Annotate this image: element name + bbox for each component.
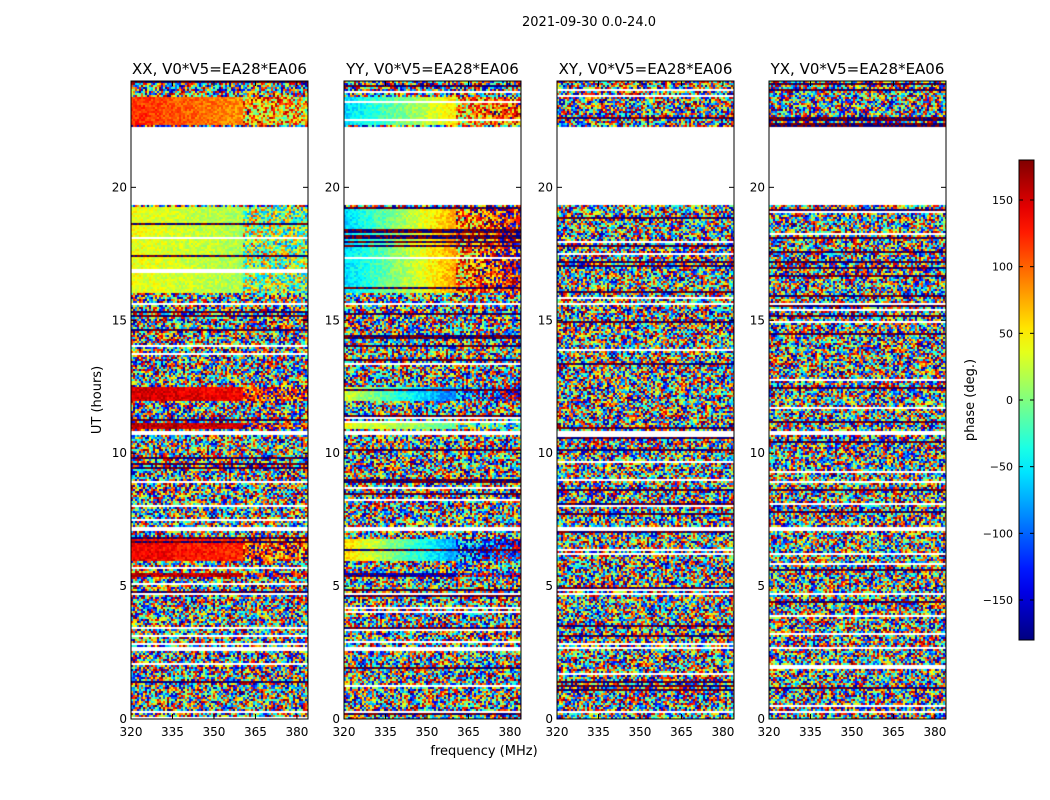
panel-2: XY, V0*V5=EA28*EA06 320 335 350 365 380 0 5 10 15… (538, 60, 735, 739)
panel-title: XX, V0*V5=EA28*EA06 (132, 60, 307, 78)
x-tick-label: 380 (498, 725, 521, 739)
panel-1: YY, V0*V5=EA28*EA06 320 335 350 365 380 0 5 10 15… (325, 60, 522, 739)
y-tick-label: 10 (750, 446, 765, 460)
y-tick-label: 20 (538, 180, 553, 194)
colorbar-tick-label: 150 (992, 194, 1013, 207)
y-tick-label: 5 (119, 579, 127, 593)
panel-heatmap (344, 81, 521, 719)
panel-title: YY, V0*V5=EA28*EA06 (345, 60, 519, 78)
panel-0: XX, V0*V5=EA28*EA06 320 335 350 365 380 0 5 10 15… (112, 60, 309, 739)
panel-heatmap (131, 81, 308, 719)
panel-frame (556, 80, 735, 720)
colorbar-tick-label: −50 (990, 461, 1013, 474)
x-tick-label: 380 (285, 725, 308, 739)
y-tick-label: 0 (757, 712, 765, 726)
y-tick-label: 20 (325, 180, 340, 194)
heatmap-canvas (344, 81, 521, 719)
heatmap-canvas (131, 81, 308, 719)
colorbar: 150 100 50 0 −50 −100 −150 (983, 159, 1035, 641)
x-tick-label: 335 (161, 725, 184, 739)
y-tick-label: 15 (538, 313, 553, 327)
x-tick-label: 335 (799, 725, 822, 739)
x-tick-label: 320 (546, 725, 569, 739)
x-tick-label: 365 (244, 725, 267, 739)
x-axis-label: frequency (MHz) (430, 744, 537, 759)
y-tick-label: 5 (545, 579, 553, 593)
x-tick-label: 350 (629, 725, 652, 739)
panel-heatmap (769, 81, 946, 719)
x-tick-label: 335 (587, 725, 610, 739)
y-tick-label: 15 (325, 313, 340, 327)
heatmap-canvas (557, 81, 734, 719)
heatmap-canvas (769, 81, 946, 719)
x-tick-label: 320 (120, 725, 143, 739)
y-tick-label: 20 (750, 180, 765, 194)
x-tick-label: 380 (711, 725, 734, 739)
y-tick-label: 10 (538, 446, 553, 460)
x-tick-label: 350 (841, 725, 864, 739)
colorbar-tick-label: 50 (999, 327, 1013, 340)
x-tick-label: 365 (882, 725, 905, 739)
x-tick-label: 320 (333, 725, 356, 739)
panel-frame (343, 80, 522, 720)
y-tick-label: 5 (332, 579, 340, 593)
colorbar-label: phase (deg.) (963, 359, 978, 441)
panel-frame (130, 80, 309, 720)
x-tick-label: 335 (374, 725, 397, 739)
colorbar-tick-label: 0 (1006, 394, 1013, 407)
panel-heatmap (557, 81, 734, 719)
x-tick-label: 350 (203, 725, 226, 739)
y-tick-label: 10 (112, 446, 127, 460)
y-tick-label: 15 (112, 313, 127, 327)
y-tick-label: 0 (545, 712, 553, 726)
y-tick-label: 0 (332, 712, 340, 726)
colorbar-tick-label: −100 (983, 527, 1013, 540)
y-tick-label: 20 (112, 180, 127, 194)
y-tick-label: 15 (750, 313, 765, 327)
x-tick-label: 365 (457, 725, 480, 739)
y-tick-label: 5 (757, 579, 765, 593)
panel-3: YX, V0*V5=EA28*EA06 320 335 350 365 380 0 5 10 15… (750, 60, 947, 739)
x-tick-label: 320 (758, 725, 781, 739)
x-tick-label: 380 (923, 725, 946, 739)
x-tick-label: 365 (670, 725, 693, 739)
x-tick-label: 350 (416, 725, 439, 739)
panel-frame (768, 80, 947, 720)
figure-suptitle: 2021-09-30 0.0-24.0 (522, 15, 656, 30)
colorbar-tick-label: 100 (992, 261, 1013, 274)
y-tick-label: 0 (119, 712, 127, 726)
colorbar-tick-label: −150 (983, 594, 1013, 607)
panel-title: YX, V0*V5=EA28*EA06 (770, 60, 945, 78)
panel-title: XY, V0*V5=EA28*EA06 (559, 60, 733, 78)
y-tick-label: 10 (325, 446, 340, 460)
y-axis-label: UT (hours) (90, 366, 105, 434)
